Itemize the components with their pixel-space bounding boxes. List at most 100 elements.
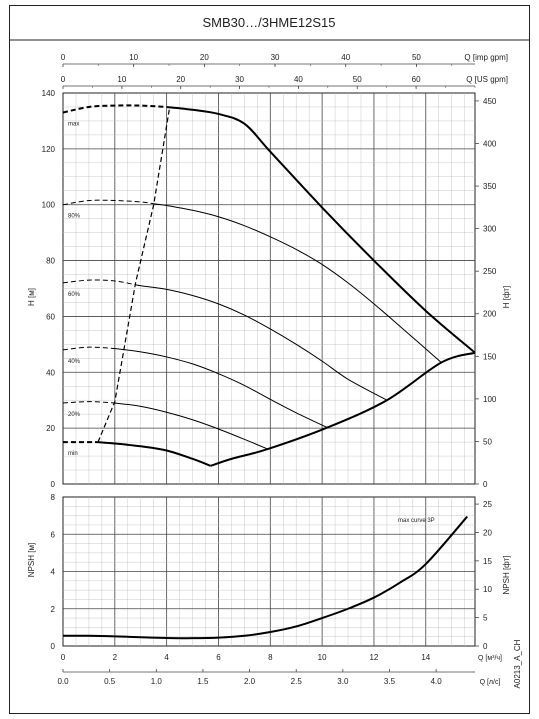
head-curve-labels: max 80% 60% 40% 20% min (68, 122, 81, 458)
curve-label-min: min (68, 451, 78, 457)
q-m3h-tick-label: 6 (216, 653, 221, 662)
document-code: A0213_A_CH (513, 639, 522, 688)
curve-60%-dashed (62, 279, 136, 286)
h-ft-tick-label: 0 (483, 480, 488, 489)
left-limit-boundary (97, 109, 170, 443)
q-m3h-axis-label: Q [м³/ч] (478, 655, 502, 662)
npsh-chart: 0 2 4 6 8 0 5 10 15 20 25 max curve 3P NPSH [м] N… (27, 493, 511, 651)
imp-gpm-axis-label: Q [imp gpm] (464, 53, 508, 62)
curve-label-80%: 80% (68, 214, 81, 220)
npsh-m-axis-label: NPSH [м] (27, 543, 36, 577)
npsh-ft-tick-label: 15 (483, 557, 492, 566)
head-chart: 0 20 40 60 80 100 120 140 0 50 100 150 200 250 300 350… (27, 89, 511, 489)
curve-max-dashed (62, 104, 167, 114)
q-m3h-tick-label: 2 (113, 653, 118, 662)
us-gpm-tick-label: 60 (412, 75, 421, 84)
h-ft-tick-label: 50 (483, 437, 492, 446)
q-m3h-tick-label: 12 (369, 653, 378, 662)
h-m-tick-label: 40 (46, 368, 55, 377)
npsh-right-ticks: 0 5 10 15 20 25 (475, 500, 492, 651)
npsh-left-ticks: 0 2 4 6 8 (51, 493, 56, 651)
q-ls-tick-label: 0.0 (57, 677, 69, 686)
npsh-ft-tick-label: 0 (483, 642, 488, 651)
head-left-ticks: 0 20 40 60 80 100 120 140 (42, 89, 56, 489)
curve-20% (114, 402, 268, 450)
h-m-tick-label: 120 (42, 145, 56, 154)
head-right-ticks: 0 50 100 150 200 250 300 350 400 450 (475, 97, 497, 489)
head-curves (62, 104, 476, 467)
h-ft-tick-label: 300 (483, 225, 497, 234)
npsh-curve-max-curve-3p (62, 515, 468, 640)
chart-title: SMB30…/3HME12S15 (203, 15, 336, 30)
q-ls-tick-label: 1.0 (151, 677, 163, 686)
h-m-axis-label: H [м] (27, 288, 36, 306)
h-ft-tick-label: 200 (483, 310, 497, 319)
npsh-m-tick-label: 6 (51, 530, 56, 539)
us-gpm-tick-label: 20 (176, 75, 185, 84)
curve-40% (114, 348, 328, 429)
curve-label-20%: 20% (68, 412, 81, 418)
h-m-tick-label: 80 (46, 257, 55, 266)
h-m-tick-label: 140 (42, 89, 56, 98)
imp-gpm-tick-label: 20 (200, 53, 209, 62)
npsh-ft-tick-label: 5 (483, 614, 488, 623)
npsh-ft-tick-label: 20 (483, 528, 492, 537)
npsh-grid (63, 497, 475, 646)
us-gpm-tick-label: 30 (235, 75, 244, 84)
q-m3h-tick-label: 8 (268, 653, 273, 662)
imp-gpm-tick-label: 40 (341, 53, 350, 62)
npsh-curves (62, 515, 468, 640)
us-gpm-tick-label: 50 (353, 75, 362, 84)
curve-80% (153, 203, 442, 363)
curve-label-40%: 40% (68, 359, 81, 365)
top-flow-scales: 0 10 20 30 40 50 Q [imp gpm] 0 10 20 30 40 50 60 Q [US… (61, 53, 508, 89)
curve-max (166, 105, 476, 354)
h-ft-tick-label: 250 (483, 267, 497, 276)
us-gpm-tick-label: 40 (294, 75, 303, 84)
npsh-ft-axis-label: NPSH [фт] (502, 556, 511, 595)
q-ls-tick-label: 4.0 (431, 677, 443, 686)
q-ls-tick-label: 1.5 (197, 677, 209, 686)
q-ls-tick-label: 2.0 (244, 677, 256, 686)
bottom-flow-scales: 0 2 4 6 8 10 12 14 Q [м³/ч] 0.0 0.5 1.0 1.5 2.0 2.5 3.0… (57, 653, 502, 686)
h-m-tick-label: 100 (42, 201, 56, 210)
imp-gpm-tick-label: 10 (129, 53, 138, 62)
us-gpm-tick-label: 10 (117, 75, 126, 84)
q-ls-axis-label: Q [л/с] (480, 679, 501, 686)
curve-80%-dashed (62, 199, 154, 206)
npsh-m-tick-label: 8 (51, 493, 56, 502)
q-ls-tick-label: 0.5 (104, 677, 116, 686)
outer-frame (9, 5, 530, 714)
us-gpm-tick-label: 0 (61, 75, 66, 84)
h-ft-tick-label: 350 (483, 182, 497, 191)
curve-min (97, 441, 212, 467)
q-m3h-tick-label: 4 (164, 653, 169, 662)
h-ft-tick-label: 450 (483, 97, 497, 106)
curve-label-60%: 60% (68, 292, 81, 298)
us-gpm-axis-label: Q [US gpm] (466, 75, 508, 84)
h-m-tick-label: 0 (51, 480, 56, 489)
q-ls-tick-label: 3.5 (384, 677, 396, 686)
curve-20%-dashed (62, 401, 115, 404)
npsh-ft-tick-label: 25 (483, 500, 492, 509)
head-grid (63, 93, 475, 484)
npsh-ft-tick-label: 10 (483, 585, 492, 594)
h-ft-axis-label: H [фт] (502, 286, 511, 309)
q-ls-tick-label: 3.0 (337, 677, 349, 686)
q-ls-tick-label: 2.5 (291, 677, 303, 686)
imp-gpm-tick-label: 50 (412, 53, 421, 62)
h-m-tick-label: 20 (46, 424, 55, 433)
npsh-m-tick-label: 0 (51, 642, 56, 651)
h-ft-tick-label: 100 (483, 395, 497, 404)
curve-label-max: max (68, 122, 79, 128)
curve-40%-dashed (62, 346, 115, 351)
q-m3h-tick-label: 10 (318, 653, 327, 662)
q-m3h-tick-label: 0 (61, 653, 66, 662)
q-m3h-tick-label: 14 (421, 653, 430, 662)
npsh-annotation: max curve 3P (398, 518, 435, 524)
npsh-m-tick-label: 4 (51, 568, 56, 577)
npsh-m-tick-label: 2 (51, 605, 56, 614)
h-ft-tick-label: 400 (483, 139, 497, 148)
curve-60% (135, 284, 388, 401)
